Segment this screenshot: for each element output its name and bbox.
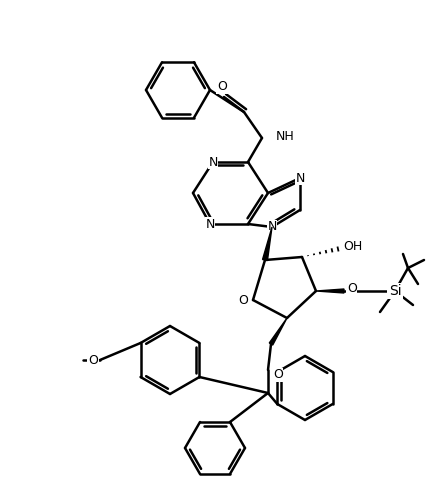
Text: N: N xyxy=(268,221,276,233)
Text: O: O xyxy=(347,283,357,296)
Text: O: O xyxy=(217,81,227,94)
Text: OH: OH xyxy=(343,241,362,253)
Text: N: N xyxy=(208,156,218,168)
Text: O: O xyxy=(273,368,283,382)
Text: O: O xyxy=(88,353,98,366)
Text: Si: Si xyxy=(389,284,401,298)
Text: N: N xyxy=(205,218,215,230)
Text: N: N xyxy=(295,171,305,184)
Polygon shape xyxy=(269,318,287,345)
Polygon shape xyxy=(316,289,344,293)
Polygon shape xyxy=(262,227,272,261)
Text: NH: NH xyxy=(276,129,295,142)
Text: O: O xyxy=(238,293,248,306)
